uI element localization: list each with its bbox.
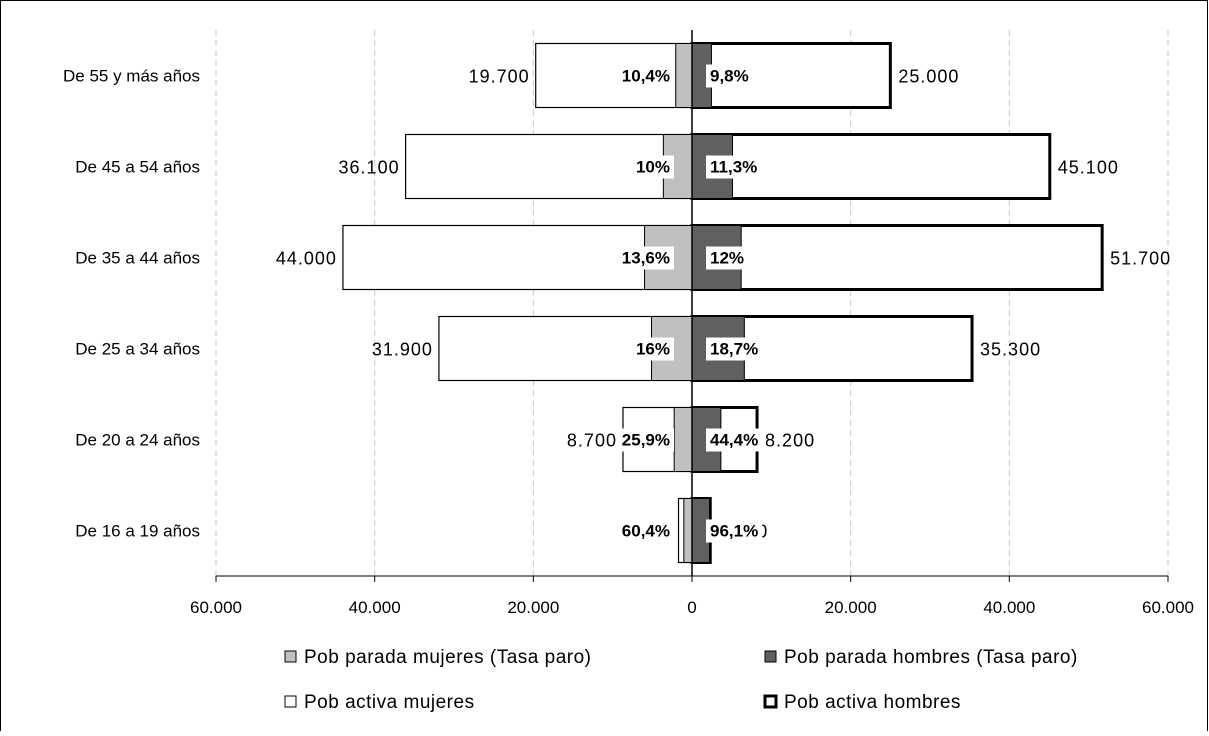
rate-label-hombres: 44,4% <box>710 431 758 450</box>
legend-label: Pob activa mujeres <box>304 692 475 713</box>
category-label: De 25 a 34 años <box>75 340 200 359</box>
value-label-mujeres: 44.000 <box>276 249 337 269</box>
legend-swatch-parada-mujeres <box>285 651 296 662</box>
legend-swatch-activa-hombres <box>765 696 776 707</box>
value-label-hombres: 45.100 <box>1058 158 1119 178</box>
legend-swatch-activa-mujeres <box>285 696 296 707</box>
category-label: De 35 a 44 años <box>75 249 200 268</box>
category-label: De 45 a 54 años <box>75 158 200 177</box>
rate-label-hombres: 96,1% <box>710 522 758 541</box>
rate-label-mujeres: 13,6% <box>622 249 670 268</box>
legend-label: Pob parada mujeres (Tasa paro) <box>304 647 591 668</box>
value-label-mujeres: 31.900 <box>372 340 433 360</box>
rate-label-mujeres: 10% <box>636 158 670 177</box>
value-label-hombres: 8.200 <box>765 431 815 451</box>
bar-parada-mujeres <box>674 408 692 472</box>
value-label-mujeres: 19.700 <box>469 67 530 87</box>
rate-label-mujeres: 60,4% <box>622 522 670 541</box>
x-tick-label: 0 <box>687 598 696 617</box>
x-tick-label: 20.000 <box>507 598 559 617</box>
category-label: De 20 a 24 años <box>75 431 200 450</box>
bar-activa-hombres <box>692 226 1102 290</box>
rate-label-hombres: 9,8% <box>710 67 749 86</box>
rate-label-mujeres: 16% <box>636 340 670 359</box>
x-tick-label: 20.000 <box>825 598 877 617</box>
category-label: De 16 a 19 años <box>75 522 200 541</box>
value-label-hombres: 35.300 <box>980 340 1041 360</box>
x-tick-label: 40.000 <box>983 598 1035 617</box>
x-tick-label: 40.000 <box>349 598 401 617</box>
x-tick-label: 60.000 <box>190 598 242 617</box>
bar-parada-mujeres <box>676 44 692 108</box>
rate-label-hombres: 12% <box>710 249 744 268</box>
category-label: De 55 y más años <box>63 67 200 86</box>
legend-label: Pob parada hombres (Tasa paro) <box>784 647 1078 668</box>
legend-swatch-parada-hombres <box>765 651 776 662</box>
rate-label-mujeres: 10,4% <box>622 67 670 86</box>
rate-label-hombres: 11,3% <box>710 158 757 177</box>
legend-label: Pob activa hombres <box>784 692 961 713</box>
rate-label-mujeres: 25,9% <box>622 431 670 450</box>
value-label-mujeres: 8.700 <box>567 431 617 451</box>
rate-label-hombres: 18,7% <box>710 340 758 359</box>
bar-parada-mujeres <box>684 499 692 563</box>
value-label-hombres: 51.700 <box>1110 249 1171 269</box>
value-label-mujeres: 36.100 <box>339 158 400 178</box>
value-label-hombres: 25.000 <box>898 67 959 87</box>
x-tick-label: 60.000 <box>1142 598 1194 617</box>
